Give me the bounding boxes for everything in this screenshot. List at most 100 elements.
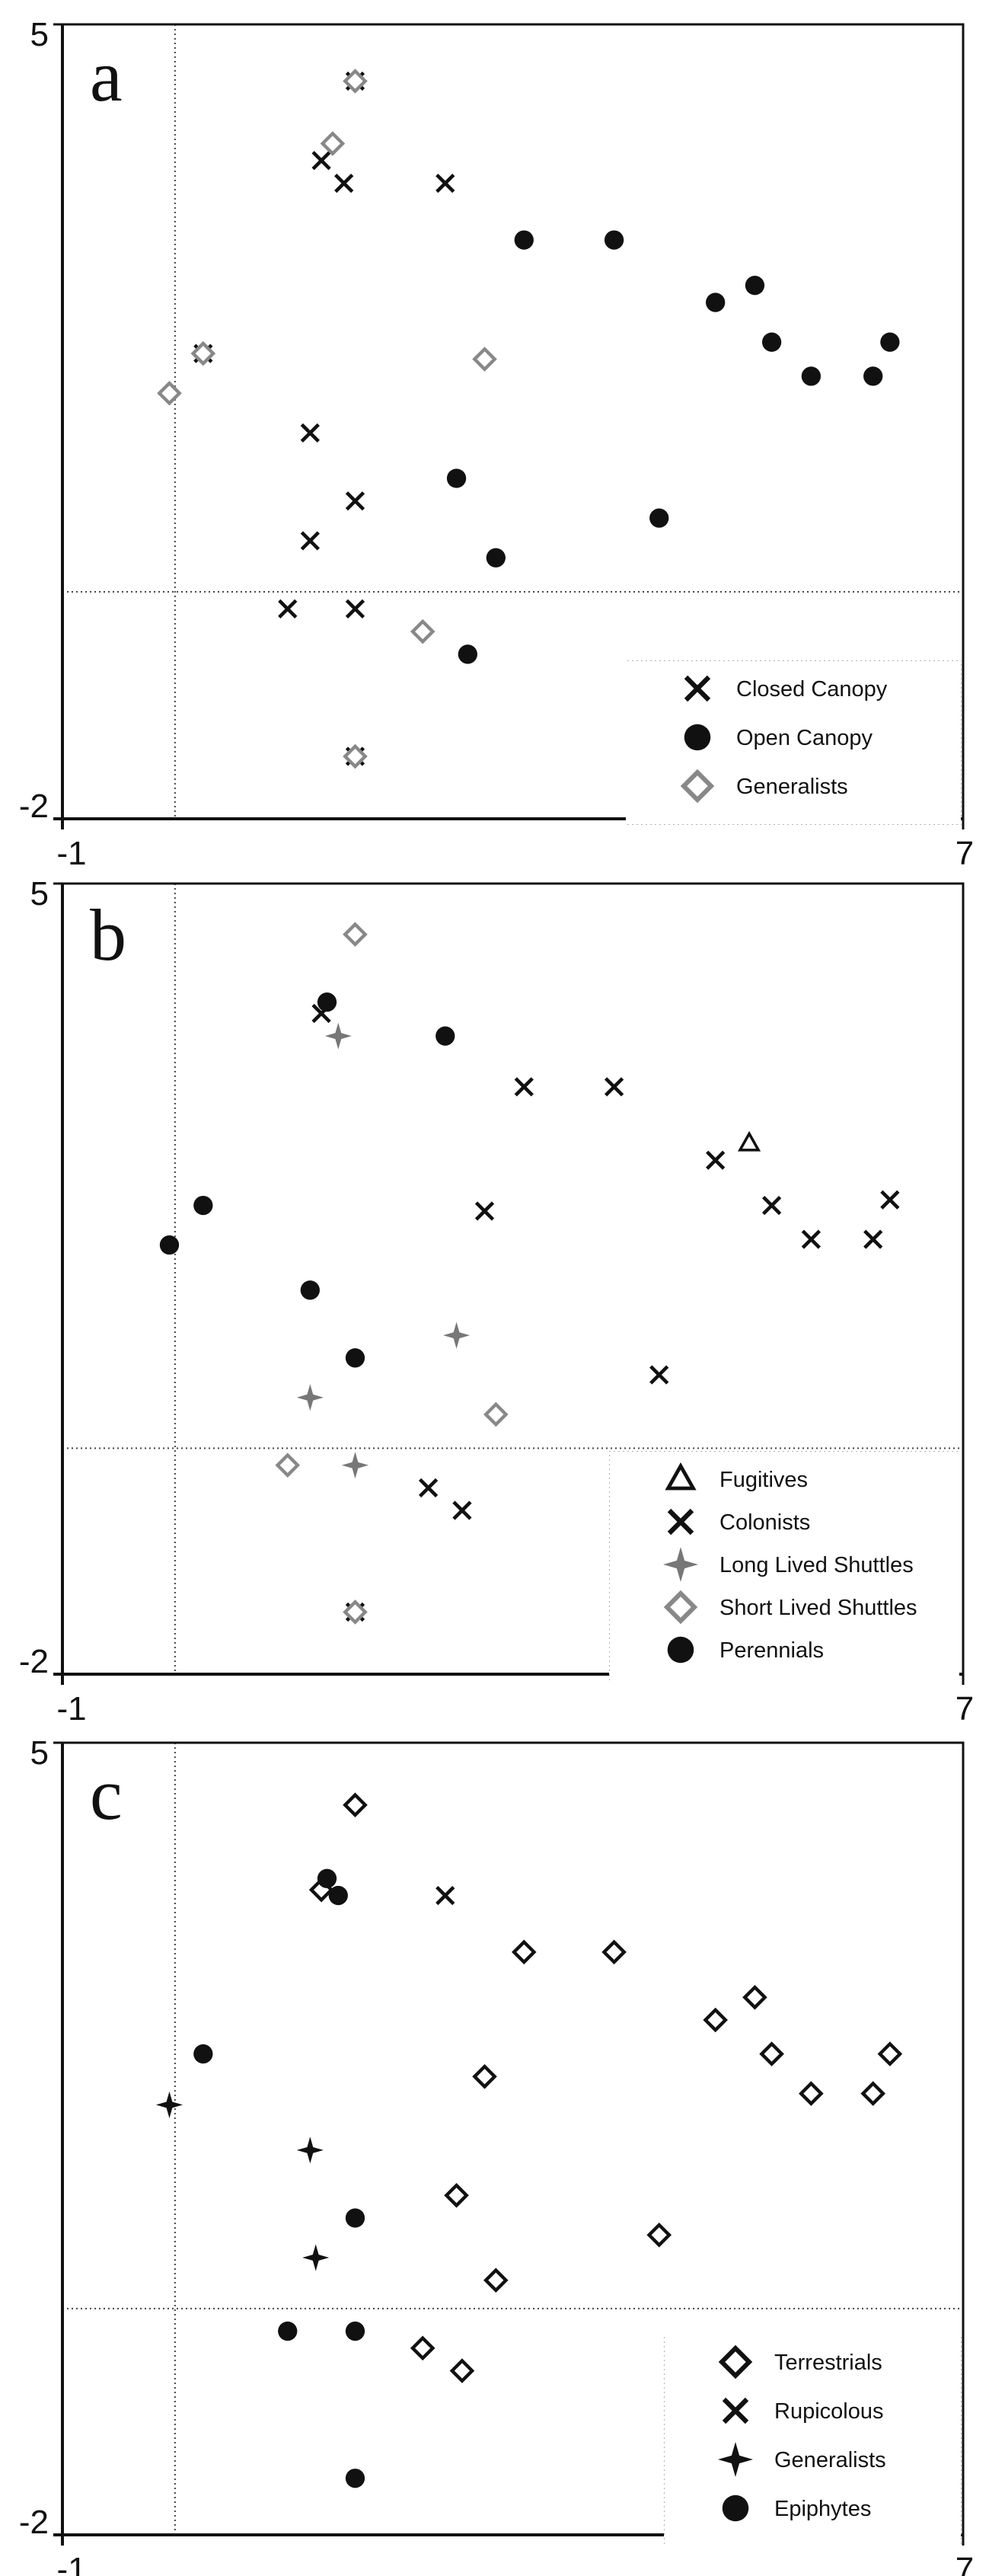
legend-label: Fugitives: [719, 1468, 808, 1492]
data-point: [604, 1077, 624, 1097]
legend-marker: [665, 1462, 697, 1491]
data-point: [649, 508, 669, 528]
data-point: [483, 1401, 509, 1427]
data-point: [302, 2244, 330, 2271]
data-point: [604, 230, 624, 250]
legend-marker: [684, 675, 711, 702]
legend-box: [663, 2334, 962, 2547]
legend-marker: [663, 1547, 698, 1582]
data-point: [334, 173, 354, 193]
x-tick-label-left: -1: [56, 2551, 86, 2576]
x-tick-label-right: 7: [956, 1690, 974, 1727]
x-tick-label-left: -1: [56, 835, 86, 872]
data-point: [514, 1077, 534, 1097]
data-point: [345, 1348, 365, 1368]
data-point: [410, 618, 435, 644]
data-point: [446, 468, 467, 488]
y-tick-label-bottom: -2: [19, 1643, 49, 1680]
x-tick-label-left: -1: [56, 1690, 86, 1727]
data-point: [296, 2137, 324, 2164]
data-point: [311, 151, 331, 171]
data-point: [345, 2321, 365, 2341]
data-point: [511, 1939, 537, 1965]
data-point: [442, 1322, 471, 1349]
data-point: [601, 1939, 627, 1965]
legend-label: Generalists: [736, 775, 848, 799]
data-point: [435, 173, 455, 193]
data-point: [193, 1195, 213, 1216]
data-point: [320, 131, 346, 156]
legend-box: [625, 660, 962, 825]
x-tick-label-right: 7: [956, 835, 974, 872]
legend-marker: [680, 769, 715, 804]
data-point: [157, 380, 182, 406]
y-tick-label-top: 5: [30, 875, 49, 912]
legend-marker: [722, 2495, 749, 2522]
data-point: [410, 2335, 435, 2361]
data-point: [328, 1885, 348, 1906]
data-point: [418, 1478, 439, 1497]
data-point: [193, 2044, 213, 2064]
data-point: [300, 1280, 320, 1300]
scatter-panel-a: 5 -2-1 7 a Closed Canopy Open Canopy Generalis…: [19, 16, 974, 872]
data-point: [343, 69, 368, 94]
legend-label: Terrestrials: [774, 2351, 882, 2375]
data-point: [317, 1868, 337, 1888]
data-point: [435, 1885, 455, 1906]
legend-label: Generalists: [774, 2448, 886, 2472]
data-point: [706, 292, 726, 312]
panel-label: a: [90, 35, 123, 117]
data-point: [745, 276, 765, 296]
data-point: [345, 491, 365, 511]
data-point: [472, 2063, 497, 2089]
data-point: [458, 644, 477, 664]
legend-label: Long Lived Shuttles: [719, 1553, 914, 1577]
data-point: [737, 1130, 761, 1152]
data-point: [877, 2041, 903, 2066]
data-point: [483, 2268, 509, 2293]
data-point: [449, 2358, 475, 2383]
data-point: [155, 2091, 183, 2119]
legend-label: Perennials: [719, 1638, 824, 1663]
legend-label: Colonists: [719, 1510, 810, 1535]
data-point: [759, 2041, 784, 2066]
y-tick-label-bottom: -2: [19, 2504, 49, 2541]
data-point: [703, 2007, 728, 2033]
scatter-panel-b: 5 -2-1 7 b Fugitives Colonists Long Lived Shut…: [19, 875, 974, 1727]
data-point: [474, 1201, 495, 1221]
data-point: [343, 743, 368, 769]
y-tick-label-top: 5: [30, 1734, 49, 1772]
legend: Terrestrials Rupicolous Generalists Epiphyt…: [663, 2334, 962, 2547]
data-point: [190, 340, 216, 366]
data-point: [296, 1384, 324, 1411]
legend-label: Open Canopy: [736, 726, 873, 750]
legend-label: Closed Canopy: [736, 677, 888, 702]
data-point: [343, 1600, 368, 1625]
panel-label: c: [90, 1753, 123, 1835]
legend-marker: [718, 2442, 753, 2477]
data-point: [863, 1229, 883, 1249]
data-point: [742, 1984, 767, 2010]
legend-label: Rupicolous: [774, 2399, 883, 2424]
data-point: [343, 922, 368, 948]
x-tick-label-right: 7: [956, 2551, 974, 2576]
data-point: [278, 599, 298, 618]
panel-label: b: [90, 894, 126, 976]
data-point: [761, 332, 782, 352]
data-point: [435, 1026, 455, 1046]
data-point: [646, 2222, 672, 2248]
data-point: [300, 423, 320, 443]
data-point: [278, 2321, 298, 2341]
data-point: [452, 1501, 472, 1520]
data-point: [343, 1792, 368, 1818]
legend-marker: [718, 2344, 753, 2379]
data-point: [324, 1022, 352, 1050]
data-point: [863, 366, 883, 386]
legend: Fugitives Colonists Long Lived Shuttles Sho…: [608, 1451, 960, 1683]
data-point: [341, 1452, 369, 1479]
legend-marker: [684, 724, 711, 751]
data-point: [472, 347, 497, 372]
data-point: [444, 2182, 469, 2208]
legend-marker: [667, 1508, 694, 1536]
